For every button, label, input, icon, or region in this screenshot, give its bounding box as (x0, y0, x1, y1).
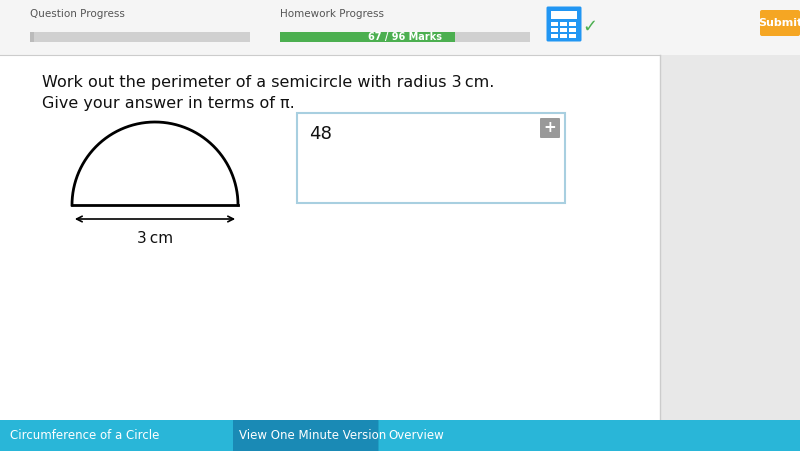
Bar (560, 22, 567, 26)
Bar (280, 32, 530, 42)
Bar (297, 113, 565, 203)
Text: +: + (544, 120, 556, 135)
Bar (551, 11, 577, 19)
Bar (660, 0, 800, 55)
Text: View One Minute Version: View One Minute Version (239, 429, 386, 442)
Bar (0, 0, 660, 55)
Bar (551, 28, 558, 32)
Bar (30, 32, 34, 42)
Text: Question Progress: Question Progress (30, 9, 125, 19)
Text: Work out the perimeter of a semicircle with radius 3 cm.: Work out the perimeter of a semicircle w… (42, 75, 494, 90)
Text: Overview: Overview (388, 429, 444, 442)
Bar (560, 34, 567, 38)
Bar (560, 28, 567, 32)
Bar (30, 32, 250, 42)
FancyBboxPatch shape (546, 6, 582, 41)
Text: ✓: ✓ (582, 18, 597, 36)
Bar (551, 34, 558, 38)
Bar (569, 34, 576, 38)
Bar (280, 32, 455, 42)
Text: Circumference of a Circle: Circumference of a Circle (10, 429, 159, 442)
Text: Submit: Submit (758, 18, 800, 28)
Text: 67 / 96 Marks: 67 / 96 Marks (368, 32, 442, 42)
FancyBboxPatch shape (760, 10, 800, 36)
Bar (0, 420, 800, 451)
Bar (569, 28, 576, 32)
Bar (0, 55, 660, 420)
Bar (551, 22, 558, 26)
Bar (233, 420, 378, 451)
Bar (569, 22, 576, 26)
Text: 48: 48 (309, 125, 332, 143)
Text: Homework Progress: Homework Progress (280, 9, 384, 19)
FancyBboxPatch shape (540, 118, 560, 138)
Text: 3 cm: 3 cm (137, 231, 173, 246)
Bar (660, 0, 800, 451)
Text: Give your answer in terms of π.: Give your answer in terms of π. (42, 96, 294, 111)
